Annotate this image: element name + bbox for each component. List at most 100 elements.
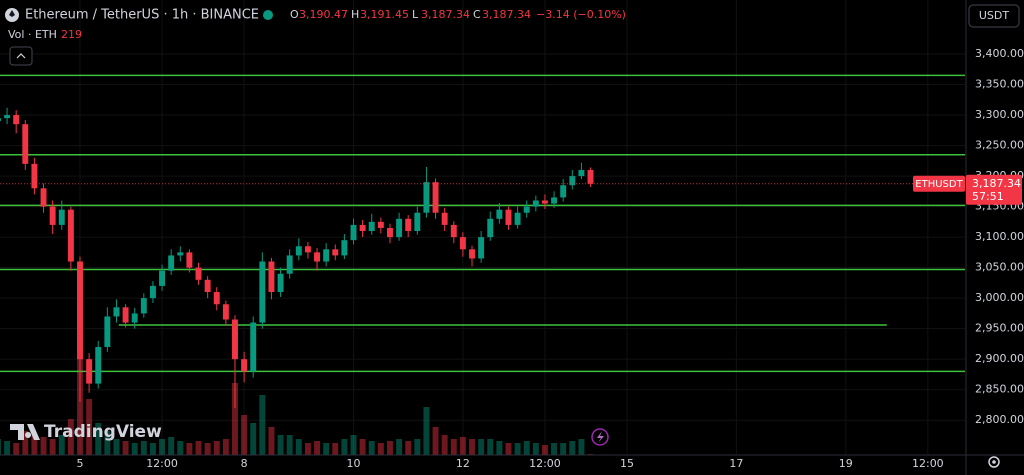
candle-body (441, 212, 448, 225)
legend-key: L (412, 8, 419, 21)
volume-bar (159, 439, 166, 455)
volume-bar (341, 439, 348, 455)
volume-bar (286, 435, 293, 455)
volume-bar (304, 443, 311, 455)
candle-body (432, 182, 439, 213)
candle-body (222, 304, 229, 320)
candle-body (487, 218, 494, 238)
countdown: 57:51 (972, 190, 1004, 203)
candle-body (195, 267, 202, 280)
x-tick-label: 17 (729, 457, 743, 470)
candle-body (67, 209, 74, 262)
volume-bar (323, 443, 330, 455)
volume-bar (332, 443, 339, 455)
symbol-title[interactable]: Ethereum / TetherUS · 1h · BINANCE (25, 8, 259, 23)
market-status[interactable] (263, 10, 273, 20)
ohlc-legend: O 3,190.47 H 3,191.45 L 3,187.34 C 3,187.34 −3.1… (290, 8, 626, 21)
candle-body (478, 237, 485, 259)
x-tick-label: 15 (620, 457, 634, 470)
volume-bar (459, 437, 466, 455)
price-tag (966, 174, 1022, 205)
volume-bar (560, 443, 567, 455)
legend-value: 3,187.34 (482, 8, 531, 21)
volume-bar (441, 435, 448, 455)
volume-bar (295, 439, 302, 455)
volume-bar (49, 439, 56, 455)
candle-body (295, 246, 302, 256)
volume-bar (149, 443, 156, 455)
x-tick-label: 8 (241, 457, 248, 470)
collapse-button[interactable] (9, 46, 33, 66)
candle-body (204, 279, 211, 293)
volume-bar (95, 423, 102, 455)
x-tick-label: 12:00 (146, 457, 178, 470)
currency-button[interactable] (968, 4, 1020, 28)
volume-bar (314, 441, 320, 455)
volume-bar (113, 439, 120, 455)
volume-bar (569, 441, 576, 455)
volume-bar (405, 441, 412, 455)
volume-value: 219 (61, 28, 82, 41)
x-tick-label: 19 (839, 457, 853, 470)
candle-body (104, 316, 111, 347)
candle-body (332, 249, 339, 256)
legend-change: −3.14 (−0.10%) (536, 8, 626, 21)
price-tag-label: 3,187.34 (972, 177, 1021, 190)
candle-body (469, 249, 475, 259)
candle-body (149, 285, 156, 299)
volume-bar (432, 427, 439, 455)
symbol-tag (913, 175, 965, 192)
y-tick-label: 2,800.00 (975, 413, 1024, 426)
volume-bar (67, 419, 74, 455)
volume-bar (387, 441, 393, 455)
candle-body (304, 246, 311, 253)
collapse-icon (16, 53, 26, 59)
candle-body (578, 169, 585, 177)
y-tick-label: 3,300.00 (975, 108, 1024, 121)
legend-key: H (351, 8, 359, 21)
eth-glyph (9, 10, 15, 17)
y-tick-label: 3,400.00 (975, 47, 1024, 60)
candle-body (514, 212, 521, 225)
x-tick-label: 5 (76, 457, 83, 470)
candle-body (323, 249, 330, 262)
volume-bar (195, 441, 202, 455)
replay-button[interactable] (591, 428, 609, 446)
candle-body (377, 221, 384, 228)
volume-bar (377, 443, 384, 455)
volume-bar (496, 441, 503, 455)
candle-body (95, 346, 102, 384)
volume-bar (268, 427, 275, 455)
candle-body (496, 209, 503, 219)
candle-body (113, 307, 120, 317)
volume-bar (213, 441, 220, 455)
candle-body (4, 115, 11, 119)
candle-body (405, 218, 412, 232)
candle-body (122, 307, 129, 323)
volume-bar (232, 383, 238, 455)
candle-body (168, 255, 175, 271)
candle-body (569, 176, 576, 186)
settings-button[interactable] (988, 456, 1000, 468)
candle-body (505, 209, 512, 225)
y-tick-label: 3,350.00 (975, 78, 1024, 91)
x-tick-label: 10 (346, 457, 360, 470)
grid (0, 0, 965, 455)
candle-body (86, 359, 93, 384)
candle-body (359, 224, 366, 232)
y-tick-label: 2,950.00 (975, 322, 1024, 335)
candle-body (213, 292, 220, 305)
y-tick-label: 2,850.00 (975, 383, 1024, 396)
volume-bar (478, 439, 485, 455)
volume-bar (4, 441, 11, 455)
legend-key: O (290, 8, 299, 21)
candle-body (523, 206, 530, 213)
replay-icon (597, 431, 604, 443)
volume-bar (414, 439, 421, 455)
volume-bar (204, 443, 211, 455)
legend-value: 3,191.45 (360, 8, 409, 21)
candle-body (22, 124, 29, 164)
candle-body (49, 206, 56, 225)
volume-bar (250, 423, 257, 455)
